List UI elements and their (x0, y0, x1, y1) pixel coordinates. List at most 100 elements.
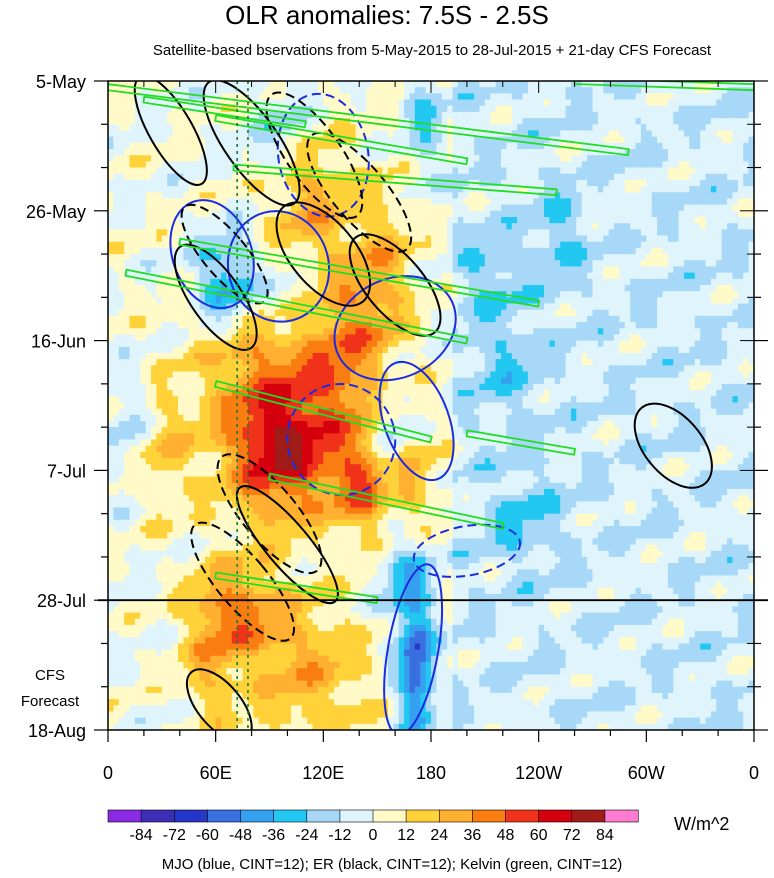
field-cell (124, 587, 131, 595)
field-cell (210, 414, 217, 422)
field-cell (231, 247, 238, 255)
field-cell (285, 198, 292, 206)
field-cell (237, 142, 244, 150)
field-cell (118, 581, 125, 589)
field-cell (291, 359, 297, 366)
field-cell (258, 519, 265, 527)
field-cell (151, 495, 158, 502)
field-cell (258, 278, 265, 286)
field-cell (113, 118, 120, 125)
field-cell (221, 458, 228, 465)
field-cell (350, 408, 357, 416)
field-cell (350, 587, 357, 595)
field-cell (178, 680, 184, 688)
field-cell (291, 606, 297, 614)
field-cell (274, 346, 281, 354)
field-cell (156, 513, 163, 521)
field-cell (140, 260, 147, 267)
field-cell (318, 334, 324, 342)
field-cell (328, 408, 335, 416)
field-cell (301, 575, 308, 583)
field-cell (108, 427, 114, 434)
field-cell (231, 223, 238, 230)
field-cell (248, 155, 254, 162)
field-cell (269, 334, 276, 342)
field-cell (323, 111, 330, 119)
field-cell (253, 482, 260, 490)
field-cell (344, 186, 351, 193)
field-cell (253, 167, 260, 175)
field-cell (108, 291, 114, 298)
field-cell (108, 322, 114, 329)
field-cell (161, 711, 168, 719)
field-cell (183, 124, 190, 132)
field-cell (172, 507, 179, 515)
field-cell (183, 377, 190, 385)
field-cell (204, 161, 211, 169)
field-cell (334, 155, 341, 162)
field-cell (296, 155, 303, 162)
field-cell (129, 445, 136, 453)
field-cell (323, 711, 330, 719)
field-cell (291, 81, 297, 88)
field-cell (167, 322, 174, 329)
field-cell (151, 655, 158, 663)
field-cell (253, 130, 260, 138)
field-cell (129, 223, 136, 230)
field-cell (221, 581, 228, 589)
field-cell (301, 334, 308, 342)
field-cell (264, 334, 271, 342)
field-cell (108, 618, 114, 626)
field-cell (307, 662, 314, 669)
field-cell (129, 594, 136, 601)
field-cell (118, 124, 125, 132)
field-cell (183, 612, 190, 620)
field-cell (188, 550, 195, 558)
field-cell (237, 587, 244, 595)
field-cell (339, 179, 346, 187)
field-cell (156, 124, 163, 132)
field-cell (237, 204, 244, 212)
field-cell (280, 285, 287, 292)
field-cell (140, 198, 147, 206)
field-cell (264, 680, 271, 688)
field-cell (188, 186, 195, 193)
field-cell (183, 711, 190, 719)
field-cell (285, 99, 292, 107)
field-cell (285, 717, 292, 725)
field-cell (221, 118, 228, 125)
field-cell (145, 544, 152, 552)
field-cell (140, 631, 147, 638)
field-cell (318, 414, 324, 422)
field-cell (296, 285, 303, 292)
field-cell (307, 346, 314, 354)
field-cell (199, 612, 206, 620)
field-cell (194, 612, 201, 620)
field-cell (291, 340, 297, 348)
field-cell (118, 285, 125, 292)
field-cell (221, 680, 228, 688)
field-cell (161, 538, 168, 546)
field-cell (274, 556, 281, 564)
field-cell (113, 322, 120, 329)
field-cell (178, 606, 184, 614)
field-cell (151, 711, 158, 719)
field-cell (291, 223, 297, 230)
field-cell (199, 624, 206, 632)
field-cell (344, 581, 351, 589)
field-cell (108, 711, 114, 719)
field-cell (344, 136, 351, 144)
field-cell (231, 550, 238, 558)
field-cell (307, 149, 314, 156)
field-cell (221, 668, 228, 675)
field-cell (215, 297, 222, 305)
field-cell (183, 451, 190, 459)
field-cell (124, 396, 131, 403)
field-cell (215, 451, 222, 459)
field-cell (194, 285, 201, 292)
field-cell (194, 105, 201, 113)
field-cell (183, 210, 190, 218)
field-cell (231, 105, 238, 113)
field-cell (204, 594, 211, 601)
field-cell (199, 513, 206, 521)
